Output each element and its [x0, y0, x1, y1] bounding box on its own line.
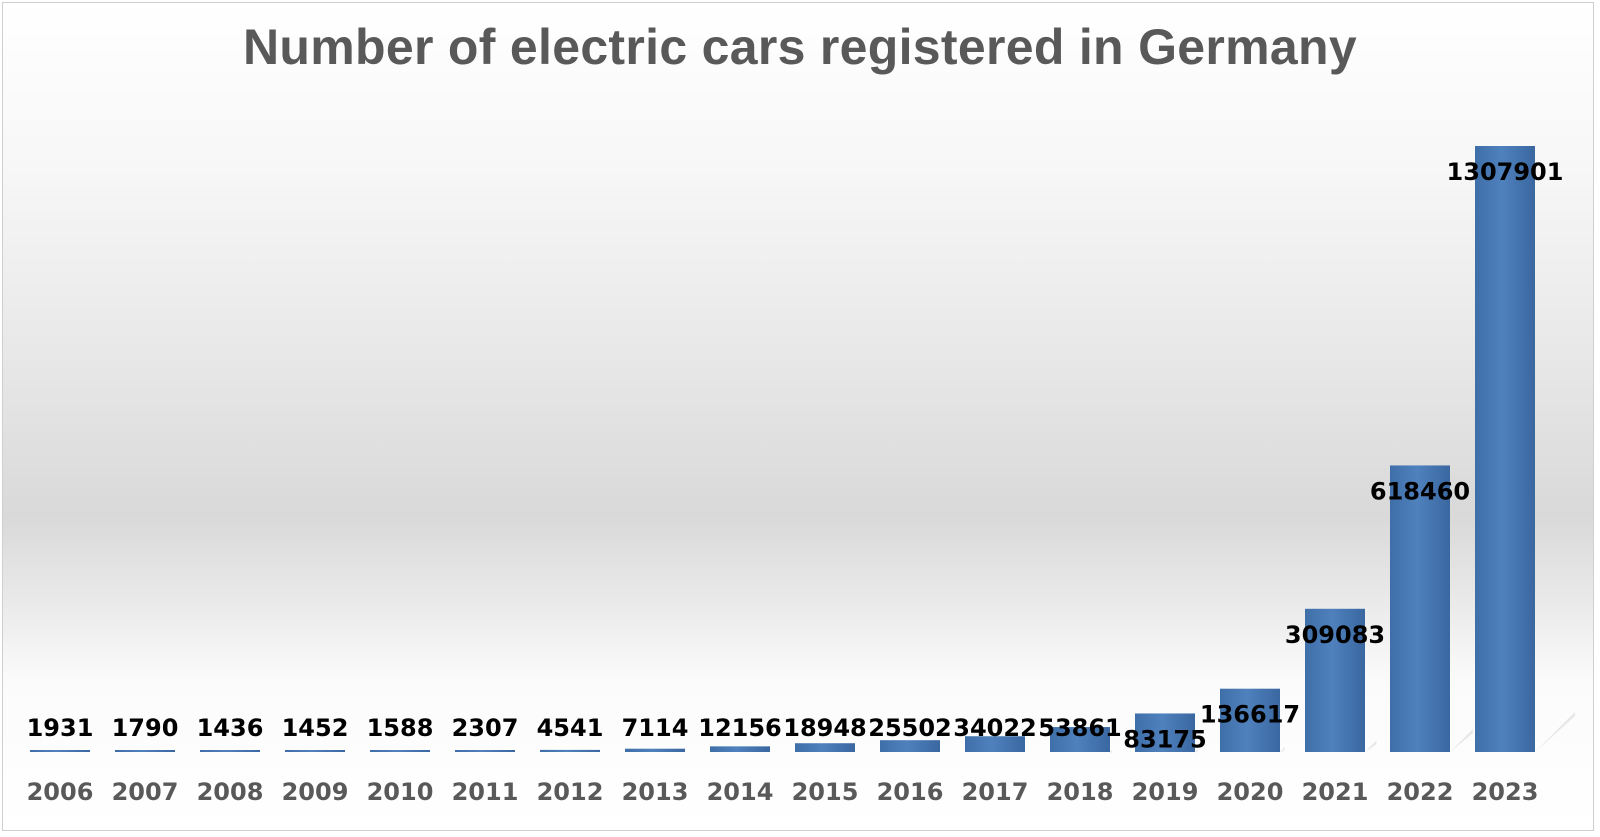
bar-2011	[455, 750, 515, 752]
x-tick-2023: 2023	[1472, 778, 1539, 806]
data-label-2011: 2307	[452, 714, 519, 742]
bar-2009	[285, 750, 345, 752]
bar-2014	[710, 746, 770, 752]
x-tick-2013: 2013	[622, 778, 689, 806]
bar-2007	[115, 750, 175, 752]
bar-2010	[370, 750, 430, 752]
data-label-2022: 618460	[1370, 477, 1470, 505]
x-tick-2018: 2018	[1047, 778, 1114, 806]
bar-2019	[1135, 713, 1195, 752]
x-tick-2021: 2021	[1302, 778, 1369, 806]
bar-shadow	[1280, 746, 1286, 752]
x-tick-2017: 2017	[962, 778, 1029, 806]
bar-shadows	[1110, 712, 1575, 755]
bar-shadow	[1450, 729, 1473, 752]
bar-2012	[540, 749, 600, 752]
bar-2021	[1305, 608, 1365, 752]
data-label-2021: 309083	[1285, 621, 1385, 649]
data-labels: 1931 1790 1436 1452 1588 2307 4541 7114 12156 189…	[27, 158, 1564, 753]
chart-title: Number of electric cars registered in Ge…	[243, 19, 1357, 75]
data-label-2013: 7114	[622, 714, 689, 742]
data-label-2008: 1436	[197, 714, 264, 742]
x-tick-2009: 2009	[282, 778, 349, 806]
bar-2015	[795, 743, 855, 752]
bar-2008	[200, 750, 260, 752]
bar-2023	[1475, 146, 1535, 752]
data-label-2007: 1790	[112, 714, 179, 742]
bar-shadow	[1110, 750, 1112, 755]
bar-2020	[1220, 688, 1280, 752]
data-label-2015: 18948	[783, 714, 867, 742]
bar-2022	[1390, 465, 1450, 752]
bars	[30, 146, 1535, 752]
x-tick-2015: 2015	[792, 778, 859, 806]
data-label-2014: 12156	[698, 714, 782, 742]
x-tick-2011: 2011	[452, 778, 519, 806]
x-tick-2008: 2008	[197, 778, 264, 806]
x-tick-2007: 2007	[112, 778, 179, 806]
bar-2006	[30, 750, 90, 752]
data-label-2018: 53861	[1038, 714, 1122, 742]
data-label-2009: 1452	[282, 714, 349, 742]
data-label-2017: 34022	[953, 714, 1037, 742]
bar-2018	[1050, 727, 1110, 752]
x-tick-2014: 2014	[707, 778, 774, 806]
bar-shadow	[1195, 748, 1199, 753]
x-tick-2006: 2006	[27, 778, 94, 806]
x-tick-labels: 2006 2007 2008 2009 2010 2011 2012 2013 2014 2015…	[27, 778, 1539, 806]
data-label-2012: 4541	[537, 714, 604, 742]
data-label-2023: 1307901	[1447, 158, 1564, 186]
x-tick-2010: 2010	[367, 778, 434, 806]
data-label-2010: 1588	[367, 714, 434, 742]
data-label-2019: 83175	[1123, 725, 1207, 753]
x-tick-2019: 2019	[1132, 778, 1199, 806]
x-tick-2016: 2016	[877, 778, 944, 806]
x-tick-2022: 2022	[1387, 778, 1454, 806]
bar-2016	[880, 740, 940, 752]
data-label-2020: 136617	[1200, 701, 1300, 729]
bar-2017	[965, 736, 1025, 752]
data-label-2016: 25502	[868, 714, 952, 742]
x-tick-2012: 2012	[537, 778, 604, 806]
data-label-2006: 1931	[27, 714, 94, 742]
bar-shadow	[1535, 712, 1575, 752]
x-tick-2020: 2020	[1217, 778, 1284, 806]
bar-2013	[625, 748, 685, 752]
bar-shadow	[1365, 740, 1377, 752]
